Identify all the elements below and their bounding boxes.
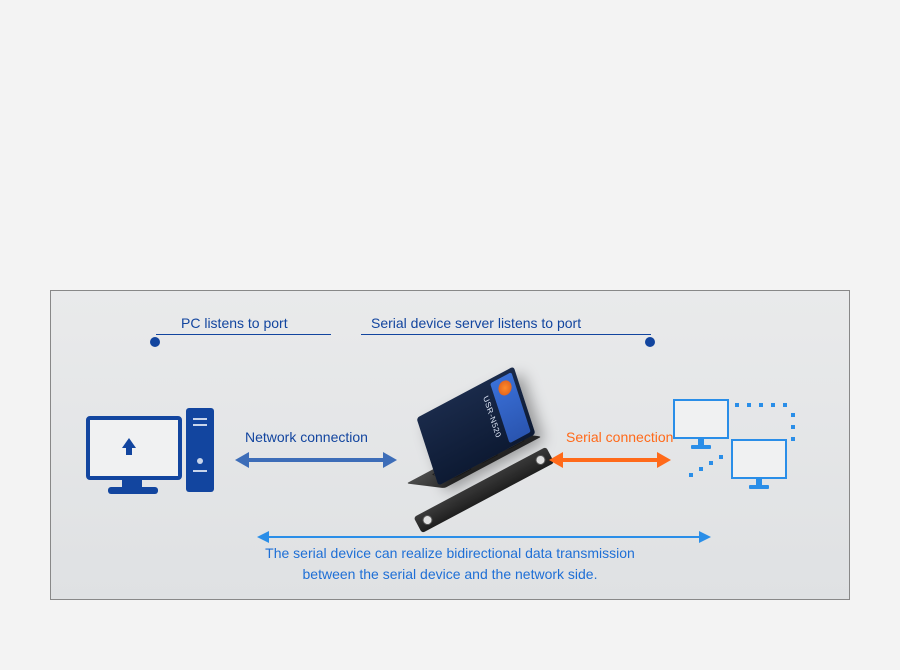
arrow-network: [237, 458, 395, 462]
dot-icon: [791, 437, 795, 441]
pc-monitor-icon: [86, 416, 182, 480]
arrow-serial: [551, 458, 669, 462]
cursor-icon: [122, 438, 136, 448]
caption-line2: between the serial device and the networ…: [303, 566, 598, 582]
serial-device-icon: USR-N520: [401, 391, 551, 511]
dot-icon: [699, 467, 703, 471]
pc-icon: [86, 408, 226, 508]
dot-icon: [791, 425, 795, 429]
dot-icon: [735, 403, 739, 407]
pc-tower-icon: [186, 408, 214, 492]
arrow-bidirectional: [259, 535, 709, 539]
label-serial-connection: Serial connection: [566, 429, 673, 445]
label-network-connection: Network connection: [245, 429, 368, 445]
dot-icon: [759, 403, 763, 407]
caption: The serial device can realize bidirectio…: [51, 543, 849, 585]
dot-icon: [709, 461, 713, 465]
dot-left: [151, 338, 159, 346]
dot-icon: [783, 403, 787, 407]
caption-line1: The serial device can realize bidirectio…: [265, 545, 635, 561]
dot-icon: [771, 403, 775, 407]
label-server-listens: Serial device server listens to port: [371, 315, 581, 331]
dot-icon: [747, 403, 751, 407]
serial-devices-cluster-icon: [673, 399, 823, 509]
diagram-canvas: PC listens to port Serial device server …: [50, 290, 850, 600]
dot-icon: [791, 413, 795, 417]
dot-icon: [689, 473, 693, 477]
underline-right: [361, 334, 651, 335]
monitor-icon: [673, 399, 729, 439]
dot-icon: [719, 455, 723, 459]
dot-right: [646, 338, 654, 346]
monitor-icon: [731, 439, 787, 479]
label-pc-listens: PC listens to port: [181, 315, 288, 331]
underline-left: [156, 334, 331, 335]
